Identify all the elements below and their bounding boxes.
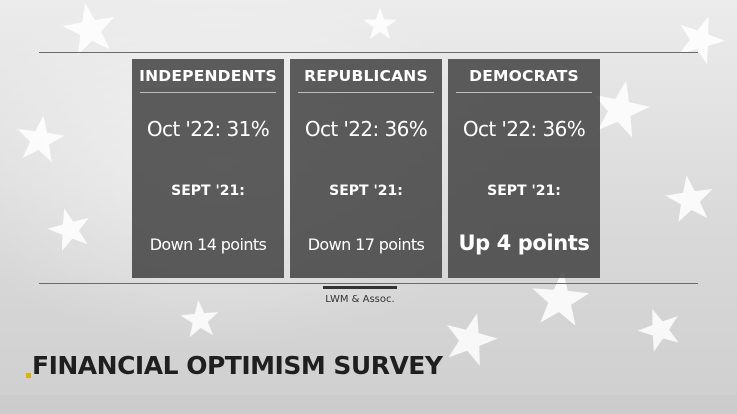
star-icon xyxy=(438,306,503,369)
top-rule xyxy=(39,52,698,53)
panel-independents: INDEPENDENTS Oct '22: 31% SEPT '21: Down… xyxy=(132,59,284,278)
star-icon xyxy=(59,0,120,57)
panel-change-value: Down 17 points xyxy=(307,235,425,254)
panel-divider xyxy=(298,92,434,93)
panel-previous-label: SEPT '21: xyxy=(329,183,403,199)
star-icon xyxy=(363,7,397,40)
panel-current-value: Oct '22: 36% xyxy=(304,117,428,141)
panel-group-label: INDEPENDENTS xyxy=(139,67,277,85)
star-icon xyxy=(662,171,717,224)
panel-democrats: DEMOCRATS Oct '22: 36% SEPT '21: Up 4 po… xyxy=(448,59,600,278)
panel-change-value: Up 4 points xyxy=(458,231,590,255)
panel-republicans: REPUBLICANS Oct '22: 36% SEPT '21: Down … xyxy=(290,59,442,278)
star-icon xyxy=(13,111,68,164)
title-accent-dot xyxy=(26,373,31,378)
star-icon xyxy=(179,298,221,338)
source-credit: LWM & Assoc. xyxy=(325,294,395,305)
panel-current-value: Oct '22: 36% xyxy=(462,117,586,141)
star-icon xyxy=(632,301,687,355)
panel-previous-label: SEPT '21: xyxy=(487,183,561,199)
source-tick-mark xyxy=(323,286,397,289)
panel-group-label: DEMOCRATS xyxy=(469,67,579,85)
panel-divider xyxy=(456,92,592,93)
bottom-rule xyxy=(39,283,698,284)
panel-current-value: Oct '22: 31% xyxy=(146,117,270,141)
star-icon xyxy=(670,8,731,68)
page-title: FINANCIAL OPTIMISM SURVEY xyxy=(32,351,443,380)
panel-previous-label: SEPT '21: xyxy=(171,183,245,199)
panel-group-label: REPUBLICANS xyxy=(304,67,428,85)
panel-divider xyxy=(140,92,276,93)
panel-change-value: Down 14 points xyxy=(149,235,267,254)
star-icon xyxy=(43,202,96,254)
